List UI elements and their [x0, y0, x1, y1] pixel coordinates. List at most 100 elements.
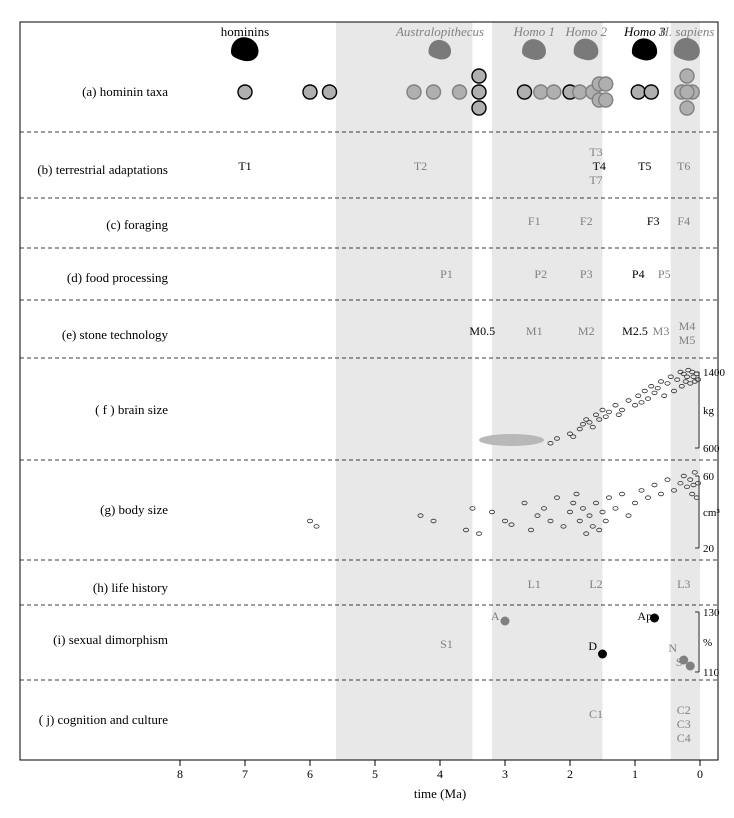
row-label-i: (i) sexual dimorphism	[53, 632, 168, 647]
taxon-marker	[238, 85, 252, 99]
data-point-label: F2	[580, 214, 593, 228]
svg-text:2: 2	[567, 767, 573, 781]
data-point-label: C4	[677, 731, 691, 745]
data-point-label: D	[588, 639, 597, 653]
taxon-marker	[680, 69, 694, 83]
body-size-point	[476, 532, 481, 536]
body-size-point	[603, 519, 608, 523]
brain-size-point	[632, 403, 637, 407]
svg-text:6: 6	[307, 767, 313, 781]
data-point-label: P3	[580, 267, 593, 281]
svg-text:1400: 1400	[703, 367, 726, 379]
body-size-point	[645, 496, 650, 500]
data-point-label: S1	[440, 637, 453, 651]
data-point-label: T5	[638, 159, 651, 173]
svg-text:110: 110	[703, 667, 720, 679]
body-size-point	[632, 501, 637, 505]
body-size-point	[658, 492, 663, 496]
data-point-label: M3	[653, 324, 670, 338]
row-label-g: (g) body size	[100, 502, 168, 517]
body-size-point	[307, 519, 312, 523]
data-point-label: T7	[589, 173, 602, 187]
brain-size-point	[665, 382, 670, 386]
dimorphism-point	[598, 650, 607, 659]
brain-size-point	[636, 394, 641, 398]
brain-size-point	[652, 391, 657, 395]
brain-size-point	[645, 397, 650, 401]
taxon-marker	[407, 85, 421, 99]
row-label-d: (d) food processing	[67, 270, 169, 285]
svg-text:4: 4	[437, 767, 443, 781]
row-label-c: (c) foraging	[106, 217, 168, 232]
taxon-marker	[472, 101, 486, 115]
taxon-marker	[427, 85, 441, 99]
body-size-point	[652, 483, 657, 487]
svg-text:60: 60	[703, 471, 715, 483]
svg-text:130: 130	[703, 607, 720, 619]
data-point-label: F4	[677, 214, 690, 228]
dimorphism-point	[501, 617, 510, 626]
data-point-label: L3	[677, 577, 690, 591]
svg-text:5: 5	[372, 767, 378, 781]
data-point-label: A	[491, 609, 500, 623]
taxon-marker	[573, 85, 587, 99]
data-point-label: M5	[679, 333, 696, 347]
data-point-label: C2	[677, 703, 691, 717]
row-label-f: ( f ) brain size	[95, 402, 168, 417]
brain-size-point	[655, 386, 660, 390]
data-point-label: M2.5	[622, 324, 648, 338]
taxon-marker	[680, 85, 694, 99]
brain-size-point	[616, 413, 621, 417]
svg-text:cm³: cm³	[703, 507, 720, 519]
taxa-label: Homo 2	[564, 24, 607, 39]
data-point-label: M2	[578, 324, 595, 338]
row-label-a: (a) hominin taxa	[82, 84, 168, 99]
taxon-marker	[303, 85, 317, 99]
taxon-marker	[534, 85, 548, 99]
data-point-label: C1	[589, 707, 603, 721]
taxon-marker	[453, 85, 467, 99]
data-point-label: P4	[632, 267, 645, 281]
taxa-label: Australopithecus	[395, 24, 484, 39]
data-point-label: L1	[528, 577, 541, 591]
taxon-marker	[599, 77, 613, 91]
data-point-label: M0.5	[469, 324, 495, 338]
taxon-marker	[323, 85, 337, 99]
svg-text:8: 8	[177, 767, 183, 781]
taxon-marker	[644, 85, 658, 99]
svg-text:kg: kg	[703, 405, 715, 417]
data-point-label: F3	[647, 214, 660, 228]
brain-size-point	[606, 410, 611, 414]
dimorphism-point	[650, 614, 659, 623]
row-label-h: (h) life history	[93, 580, 169, 595]
skull-icon	[231, 37, 258, 61]
taxon-marker	[518, 85, 532, 99]
row-label-e: (e) stone technology	[62, 327, 169, 342]
svg-text:600: 600	[703, 443, 720, 455]
data-point-label: T6	[677, 159, 690, 173]
range-ellipse	[479, 434, 544, 446]
data-point-label: P5	[658, 267, 671, 281]
svg-text:20: 20	[703, 543, 715, 555]
brain-size-point	[613, 403, 618, 407]
brain-size-point	[662, 394, 667, 398]
dimorphism-point	[686, 662, 695, 671]
taxon-marker	[472, 69, 486, 83]
data-point-label: P2	[534, 267, 547, 281]
svg-text:7: 7	[242, 767, 248, 781]
data-point-label: T4	[593, 159, 606, 173]
body-size-point	[613, 507, 618, 511]
svg-text:%: %	[703, 637, 712, 649]
time-band	[492, 22, 603, 760]
svg-text:0: 0	[697, 767, 703, 781]
taxa-label: H. sapiens	[659, 24, 715, 39]
body-size-point	[619, 492, 624, 496]
taxon-marker	[472, 85, 486, 99]
taxon-marker	[599, 93, 613, 107]
data-point-label: C3	[677, 717, 691, 731]
body-size-point	[665, 478, 670, 482]
brain-size-point	[603, 415, 608, 419]
row-label-b: (b) terrestrial adaptations	[37, 162, 168, 177]
brain-size-point	[639, 401, 644, 405]
body-size-point	[626, 514, 631, 518]
